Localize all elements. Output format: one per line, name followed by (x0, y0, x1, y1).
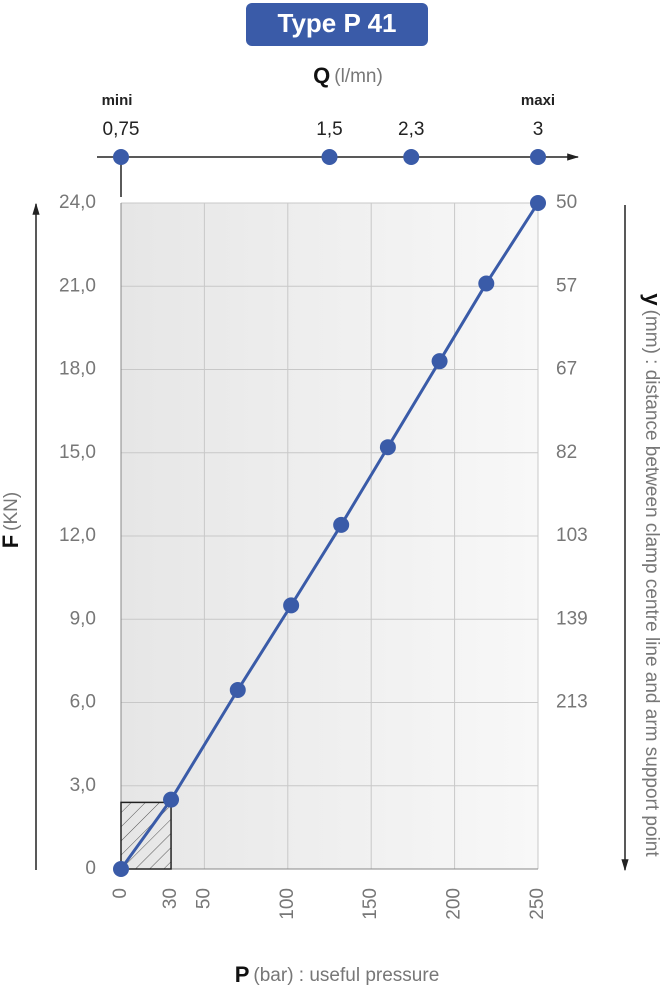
y-tick-label: 24,0 (59, 192, 96, 213)
q-max-label: maxi (521, 92, 555, 109)
y-axis-title: F (KN) (0, 492, 23, 549)
data-point (431, 353, 448, 370)
q-axis-title-symbol: Q (313, 63, 330, 88)
x-tick-label: 0 (110, 888, 131, 899)
data-point (163, 791, 180, 808)
y2-axis-title-text: (mm) : distance between clamp centre lin… (641, 310, 662, 858)
y2-tick-label: 82 (556, 442, 577, 463)
q-min-label: mini (102, 92, 133, 109)
data-point (229, 682, 246, 699)
x-axis-title: P (bar) : useful pressure (235, 962, 440, 987)
y-tick-label: 0 (85, 858, 96, 879)
x-tick-label: 50 (193, 888, 214, 909)
y2-axis-title: y (mm) : distance between clamp centre li… (640, 293, 662, 857)
y2-tick-label: 213 (556, 692, 588, 713)
q-point (530, 149, 546, 165)
y-tick-label: 15,0 (59, 442, 96, 463)
data-point (478, 275, 495, 292)
chart-title: Type P 41 (278, 8, 397, 38)
x-tick-label: 150 (360, 888, 381, 920)
y-tick-label: 9,0 (70, 608, 96, 629)
data-point (530, 195, 546, 211)
title-badge (246, 3, 428, 46)
y2-tick-label: 57 (556, 275, 577, 296)
data-point (283, 597, 300, 614)
q-axis-title: Q (l/mn) (313, 63, 383, 88)
y-axis-title-symbol: F (0, 535, 23, 548)
q-tick-label: 3 (533, 119, 544, 140)
x-tick-label: 100 (277, 888, 298, 920)
q-point (113, 149, 129, 165)
q-point (321, 149, 338, 165)
y-tick-label: 21,0 (59, 275, 96, 296)
x-axis-title-text: (bar) : useful pressure (253, 965, 439, 986)
y-axis-title-text: (KN) (1, 492, 22, 531)
q-point (403, 149, 420, 165)
y2-tick-label: 139 (556, 608, 588, 629)
x-tick-label: 250 (527, 888, 548, 920)
q-axis-title-text: (l/mn) (334, 66, 383, 87)
x-tick-label: 30 (160, 888, 181, 909)
q-tick-label: 1,5 (316, 119, 342, 140)
y2-axis-title-symbol: y (640, 293, 662, 306)
y2-tick-label: 67 (556, 359, 577, 380)
y2-tick-label: 103 (556, 525, 588, 546)
q-tick-label: 0,75 (103, 119, 140, 140)
y-tick-label: 3,0 (70, 775, 96, 796)
y-tick-label: 12,0 (59, 525, 96, 546)
data-point (379, 439, 396, 456)
y-tick-label: 6,0 (70, 692, 96, 713)
data-point (333, 516, 350, 533)
y-tick-label: 18,0 (59, 359, 96, 380)
data-point (113, 861, 129, 877)
x-tick-label: 200 (444, 888, 465, 920)
q-tick-label: 2,3 (398, 119, 424, 140)
y2-tick-label: 50 (556, 192, 577, 213)
x-axis-title-symbol: P (235, 962, 250, 987)
